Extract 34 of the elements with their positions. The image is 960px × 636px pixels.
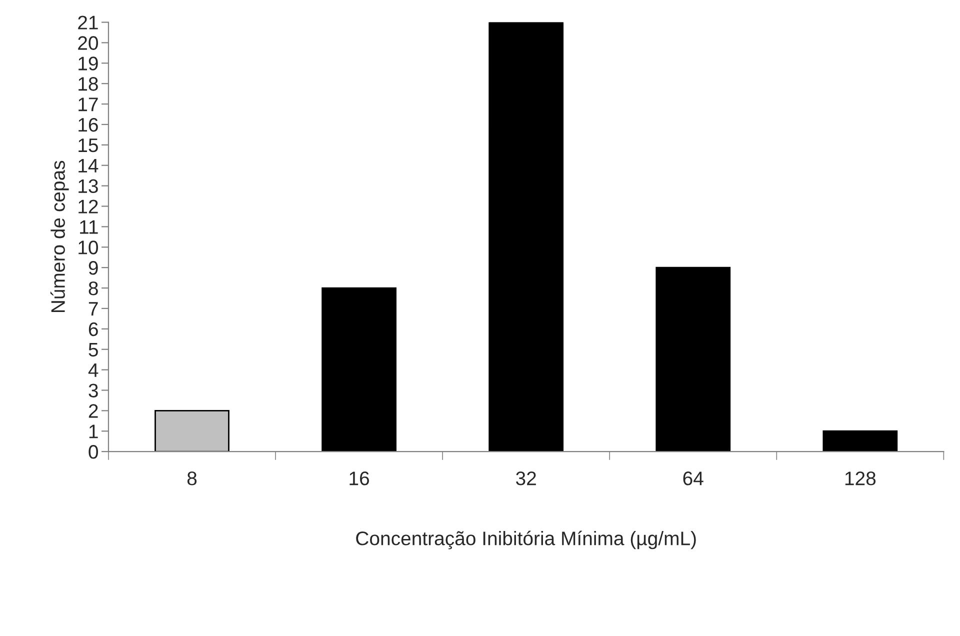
y-axis-title: Número de cepas [50, 160, 69, 312]
y-tick-label: 13 [78, 179, 98, 194]
y-tick-label: 4 [88, 363, 98, 377]
y-tick-label: 11 [80, 220, 98, 234]
y-tick-label: 2 [88, 404, 98, 418]
y-tick-label: 15 [78, 138, 98, 152]
y-tick-label: 6 [88, 322, 98, 336]
x-tick-label: 64 [683, 472, 704, 486]
bar [656, 266, 731, 452]
x-tick-label: 32 [516, 472, 536, 486]
x-tick-label: 128 [845, 472, 876, 486]
y-tick-label: 3 [88, 384, 98, 398]
y-tick-label: 10 [78, 240, 98, 254]
y-tick-label: 1 [89, 424, 98, 438]
bar [322, 287, 396, 452]
y-tick-label: 5 [88, 343, 98, 357]
y-tick-label: 19 [78, 56, 98, 70]
y-tick-label: 8 [88, 281, 98, 296]
y-tick-label: 20 [78, 36, 98, 50]
bar [822, 430, 898, 452]
y-tick-label: 17 [78, 98, 98, 112]
x-tick-label: 16 [350, 472, 369, 486]
y-tick-label: 16 [78, 118, 98, 132]
y-tick-label: 7 [88, 302, 98, 316]
x-axis-title: Concentração Inibitória Mínima (µg/mL) [356, 530, 696, 550]
y-tick-label: 0 [88, 445, 98, 459]
y-tick-label: 21 [78, 16, 98, 30]
y-tick-label: 14 [78, 159, 98, 172]
y-tick-label: 12 [78, 200, 98, 214]
y-tick-label: 18 [78, 77, 98, 91]
x-tick-label: 8 [187, 472, 197, 486]
y-tick-label: 9 [88, 261, 98, 275]
bar [154, 410, 230, 452]
bar [488, 22, 564, 452]
